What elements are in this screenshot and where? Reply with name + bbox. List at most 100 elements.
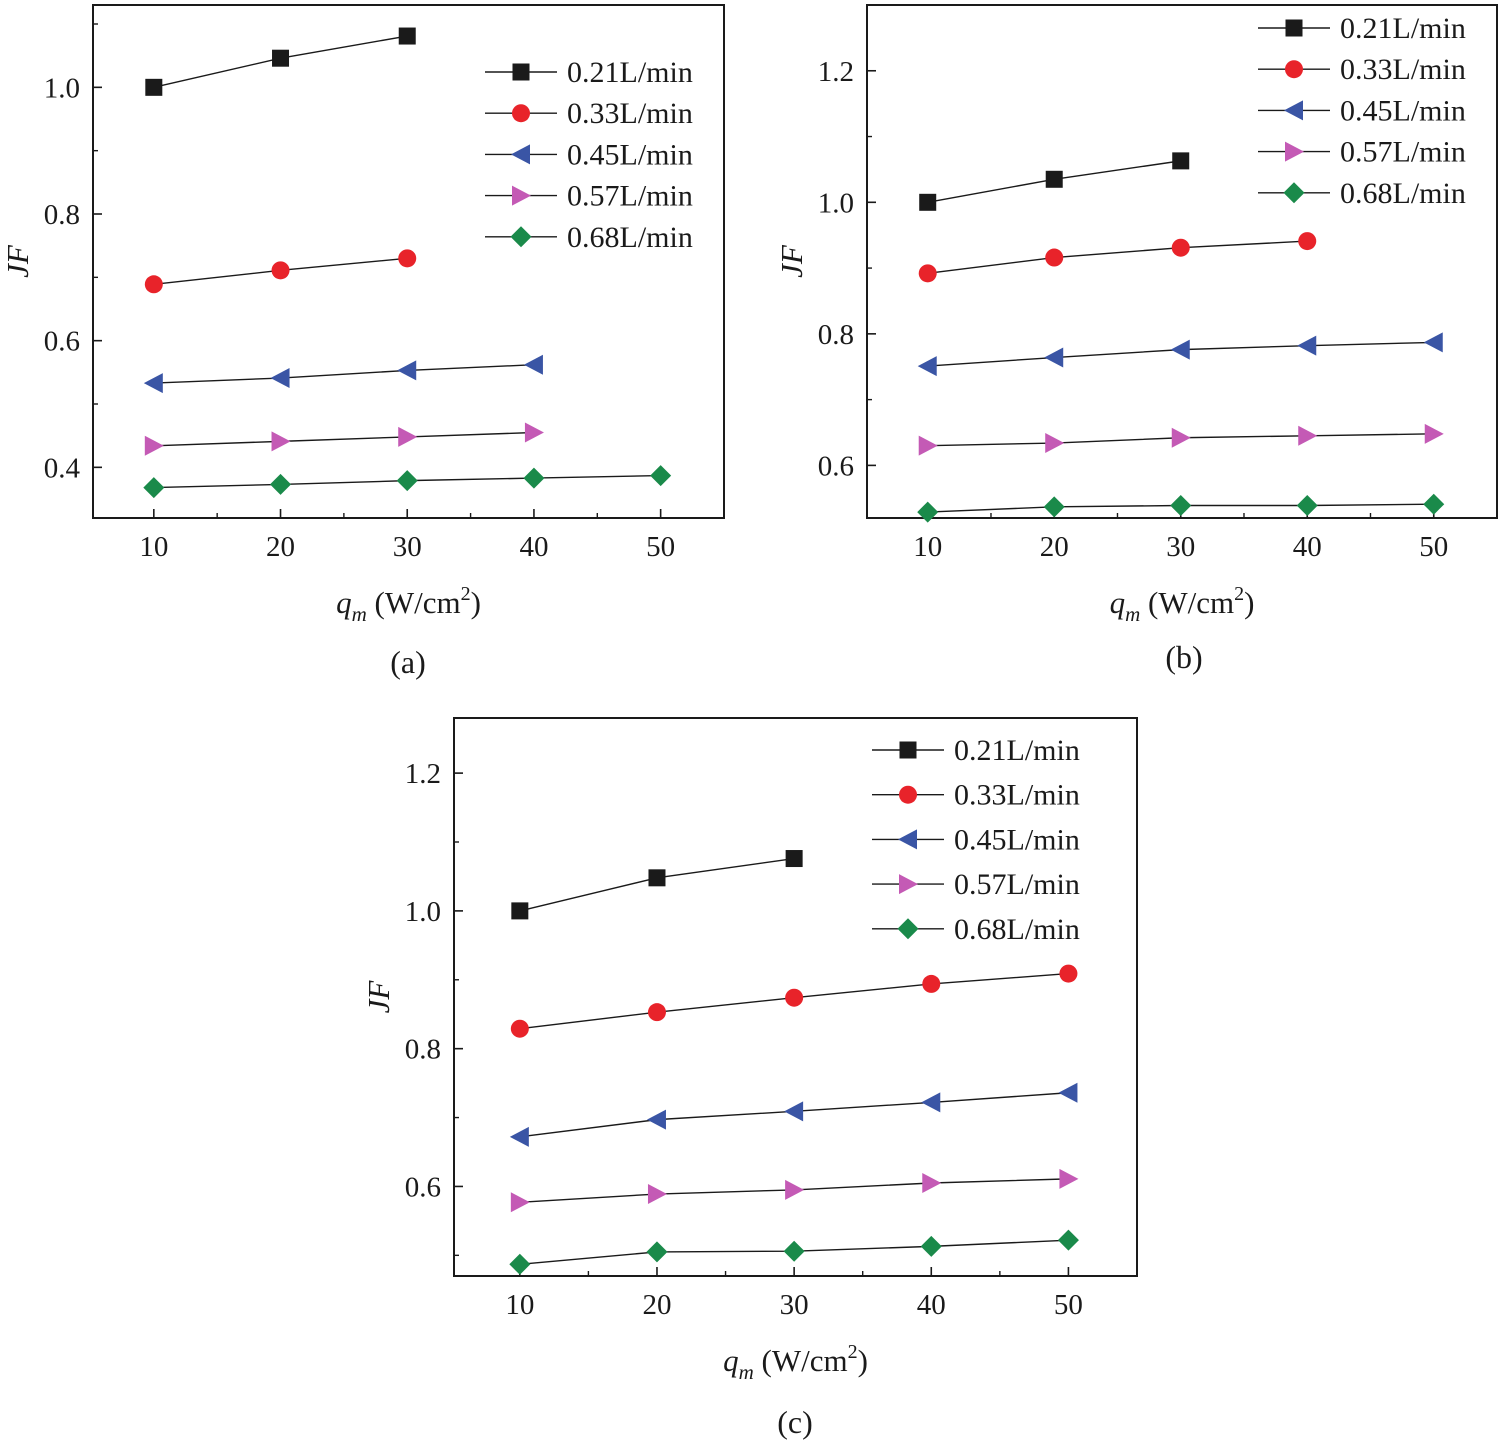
panel-label: (a) bbox=[390, 644, 426, 680]
series-0-33L-min bbox=[918, 232, 1317, 283]
plot-frame bbox=[866, 4, 1498, 519]
data-point bbox=[271, 431, 291, 452]
data-point bbox=[1171, 427, 1191, 448]
legend-label: 0.68L/min bbox=[567, 221, 693, 254]
data-point bbox=[1423, 493, 1445, 515]
series-0-45L-min bbox=[509, 1082, 1078, 1147]
data-point bbox=[509, 1253, 531, 1275]
data-point bbox=[1170, 495, 1192, 517]
x-tick-label: 10 bbox=[505, 1289, 534, 1321]
panel-label: (b) bbox=[1165, 639, 1202, 675]
y-tick-label: 0.8 bbox=[818, 319, 854, 351]
data-point bbox=[917, 356, 937, 377]
data-point bbox=[397, 360, 417, 381]
chart-panel-1: 10 20 30 40 50 0.4 0.6 0.8 1.0 JF qm (W/cm2) (a) 0.2… bbox=[0, 4, 725, 680]
legend-marker bbox=[897, 918, 919, 940]
data-point bbox=[1045, 248, 1064, 267]
x-axis-title: qm (W/cm2) bbox=[336, 583, 481, 626]
series-line bbox=[153, 364, 534, 384]
y-tick-label: 0.6 bbox=[44, 326, 80, 358]
legend-marker bbox=[1285, 141, 1304, 162]
legend-label: 0.21L/min bbox=[954, 734, 1080, 767]
y-tick-label: 0.8 bbox=[405, 1034, 441, 1066]
data-point bbox=[1057, 1229, 1079, 1251]
data-point bbox=[270, 368, 290, 389]
series-0-68L-min bbox=[143, 465, 672, 499]
data-point bbox=[785, 850, 803, 868]
legend-label: 0.21L/min bbox=[567, 56, 693, 89]
data-point bbox=[271, 261, 290, 280]
y-tick-label: 1.2 bbox=[405, 758, 441, 790]
data-point bbox=[1059, 964, 1078, 983]
data-point bbox=[1296, 495, 1318, 517]
data-point bbox=[1044, 347, 1064, 368]
series-0-57L-min bbox=[144, 422, 544, 456]
data-point bbox=[919, 193, 937, 211]
legend-label: 0.45L/min bbox=[1340, 94, 1466, 127]
x-tick-label: 50 bbox=[1054, 1289, 1083, 1321]
data-point bbox=[145, 78, 163, 96]
data-point bbox=[510, 1192, 530, 1213]
data-point bbox=[511, 902, 529, 920]
legend-marker bbox=[511, 144, 530, 165]
plot-frame bbox=[453, 717, 1138, 1277]
data-point bbox=[509, 1126, 529, 1147]
y-tick-label: 1.0 bbox=[405, 896, 441, 928]
data-point bbox=[398, 426, 418, 447]
data-point bbox=[918, 264, 937, 283]
series-line bbox=[153, 431, 534, 447]
x-tick-label: 30 bbox=[393, 531, 422, 563]
legend-label: 0.68L/min bbox=[954, 913, 1080, 946]
y-axis-title: JF bbox=[774, 244, 809, 278]
x-tick-label: 40 bbox=[1293, 531, 1322, 563]
legend-marker bbox=[512, 63, 530, 81]
y-tick-label: 1.2 bbox=[818, 56, 854, 88]
series-0-68L-min bbox=[509, 1229, 1079, 1275]
data-point bbox=[1297, 335, 1317, 356]
legend-marker bbox=[512, 104, 530, 123]
legend-marker bbox=[898, 829, 917, 850]
series-0-57L-min bbox=[918, 423, 1444, 456]
x-tick-label: 20 bbox=[642, 1289, 671, 1321]
data-point bbox=[143, 477, 165, 499]
data-point bbox=[1045, 433, 1065, 454]
legend: 0.21L/min 0.33L/min 0.45L/min 0.57L/min 0.68… bbox=[872, 734, 1080, 946]
legend-marker bbox=[1285, 19, 1303, 37]
x-tick-label: 20 bbox=[1040, 531, 1069, 563]
legend-marker bbox=[899, 874, 918, 895]
x-tick-label: 10 bbox=[139, 531, 168, 563]
legend-label: 0.33L/min bbox=[567, 97, 693, 130]
y-tick-label: 0.6 bbox=[405, 1171, 441, 1203]
data-point bbox=[396, 470, 418, 492]
y-tick-label: 1.0 bbox=[44, 72, 80, 104]
legend-label: 0.68L/min bbox=[1340, 177, 1466, 210]
x-tick-label: 10 bbox=[913, 531, 942, 563]
x-tick-label: 30 bbox=[1166, 531, 1195, 563]
x-axis-title: qm (W/cm2) bbox=[723, 1341, 868, 1384]
series-0-45L-min bbox=[143, 354, 543, 394]
data-point bbox=[1045, 170, 1063, 188]
y-tick-label: 0.4 bbox=[44, 452, 81, 484]
legend-label: 0.21L/min bbox=[1340, 12, 1466, 45]
x-axis-title: qm (W/cm2) bbox=[1110, 583, 1255, 626]
x-tick-label: 40 bbox=[917, 1289, 946, 1321]
x-tick-label: 20 bbox=[266, 531, 295, 563]
data-point bbox=[1423, 332, 1443, 353]
data-point bbox=[784, 1101, 804, 1122]
data-point bbox=[270, 473, 292, 495]
plot-frame bbox=[92, 4, 725, 519]
data-point bbox=[1172, 152, 1190, 170]
chart-panel-2: 10 20 30 40 50 0.6 0.8 1.0 1.2 JF qm (W/cm2) (b) 0.2… bbox=[774, 4, 1498, 675]
data-point bbox=[647, 1003, 666, 1022]
legend-marker bbox=[510, 226, 532, 248]
data-point bbox=[272, 49, 290, 67]
data-point bbox=[1043, 496, 1065, 518]
data-point bbox=[648, 869, 666, 887]
legend: 0.21L/min 0.33L/min 0.45L/min 0.57L/min 0.68… bbox=[485, 56, 693, 254]
data-point bbox=[144, 435, 164, 456]
legend-label: 0.57L/min bbox=[567, 180, 693, 213]
data-point bbox=[785, 988, 804, 1007]
data-point bbox=[1298, 232, 1317, 251]
legend-label: 0.45L/min bbox=[567, 138, 693, 171]
